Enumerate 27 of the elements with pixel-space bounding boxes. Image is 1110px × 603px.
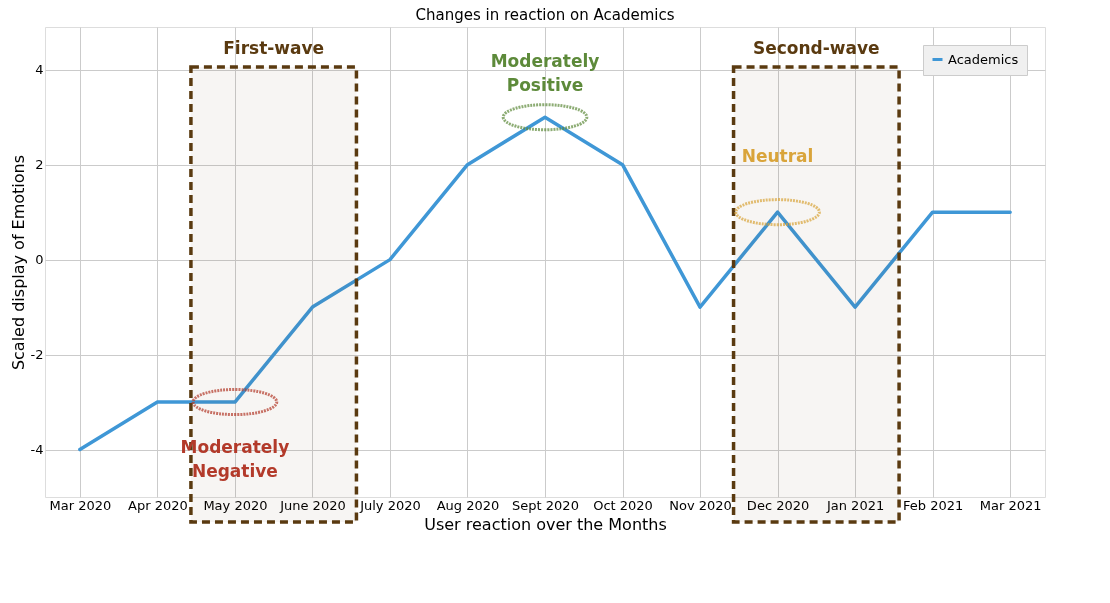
annotation: Moderately Positive [490, 51, 600, 96]
y-axis-title: Scaled display of Emotions [8, 154, 28, 371]
x-tick-label: Mar 2020 [49, 497, 112, 513]
annotation: Moderately Negative [180, 437, 290, 482]
x-tick-label: Apr 2020 [128, 497, 188, 513]
x-tick-label: Feb 2021 [902, 497, 964, 513]
annotation: Neutral [741, 146, 814, 167]
y-tick-label: 0 [35, 252, 44, 268]
y-tick-label: -2 [30, 347, 44, 363]
x-tick-label: Dec 2020 [746, 497, 810, 513]
band-label: First-wave [223, 38, 325, 58]
y-tick-label: -4 [30, 442, 44, 458]
x-tick-label: July 2020 [359, 497, 421, 513]
x-tick-label: Mar 2021 [979, 497, 1042, 513]
x-axis-title: User reaction over the Months [424, 514, 667, 534]
x-tick-label: Sept 2020 [512, 497, 579, 513]
x-tick-label: Oct 2020 [593, 497, 653, 513]
band-label: Second-wave [752, 38, 880, 58]
y-tick-label: 2 [35, 157, 44, 173]
legend-label: Academics [948, 51, 1019, 67]
x-tick-label: Nov 2020 [669, 497, 732, 513]
x-tick-label: Aug 2020 [436, 497, 500, 513]
chart-title: Changes in reaction on Academics [415, 6, 675, 24]
y-tick-label: 4 [35, 62, 44, 78]
x-tick-label: May 2020 [203, 497, 268, 513]
x-tick-label: Jan 2021 [825, 497, 885, 513]
x-tick-label: June 2020 [279, 497, 346, 513]
